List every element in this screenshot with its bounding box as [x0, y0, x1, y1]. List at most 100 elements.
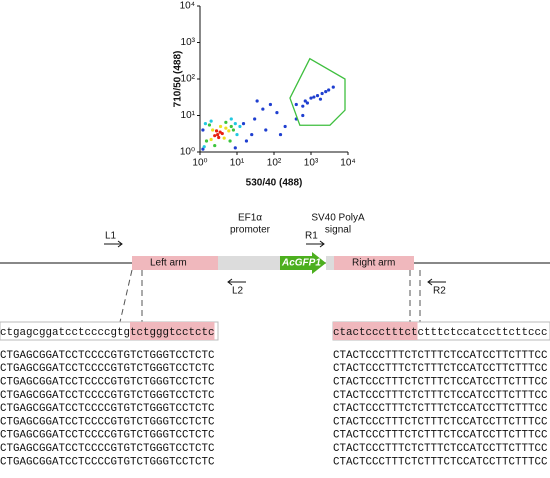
- alignment: ctgagcggatcctccccgtg tctgggtcctctc CTGAGCG…: [0, 322, 548, 468]
- point: [214, 129, 219, 133]
- promoter-box: [218, 256, 280, 270]
- read-seq: CTACTCCCTTTCTCTTTCTCCATCCTTCTTTCC: [333, 350, 548, 362]
- point: [224, 120, 228, 124]
- reference-seq: tctgggtcctctc: [130, 327, 215, 339]
- point: [241, 121, 246, 126]
- point: [220, 131, 224, 136]
- point: [244, 139, 249, 143]
- y-tick-label: 10³: [181, 37, 196, 48]
- gene-label: AcGFP1: [281, 258, 321, 269]
- read-seq: CTGAGCGGATCCTCCCCGTGTCTGGGTCCTCTC: [0, 403, 215, 415]
- construct: [0, 240, 550, 341]
- left-arm-box: [132, 256, 218, 270]
- point: [201, 128, 205, 132]
- read-seq: CTACTCCCTTTCTCTTTCTCCATCCTTCTTTCC: [333, 363, 548, 375]
- x-tick-label: 10⁰: [192, 158, 207, 169]
- point: [331, 85, 335, 89]
- point: [202, 145, 206, 149]
- point: [301, 113, 305, 118]
- read-seq: CTACTCCCTTTCTCTTTCTCCATCCTTCTTTCC: [333, 403, 548, 415]
- highlight: [130, 322, 215, 340]
- point: [250, 132, 254, 137]
- primer-label: R1: [305, 231, 318, 242]
- point: [320, 91, 324, 96]
- read-seq: CTGAGCGGATCCTCCCCGTGTCTGGGTCCTCTC: [0, 430, 215, 442]
- arm-label: Left arm: [150, 258, 187, 269]
- reference-seq: ctgagcggatcctccccgtg: [0, 327, 130, 339]
- read-seq: CTGAGCGGATCCTCCCCGTGTCTGGGTCCTCTC: [0, 443, 215, 455]
- read-seq: CTACTCCCTTTCTCTTTCTCCATCCTTCTTTCC: [333, 456, 548, 468]
- point: [312, 95, 316, 99]
- axes: [199, 6, 348, 153]
- primer-label: L1: [105, 231, 117, 242]
- point: [229, 117, 233, 121]
- point: [222, 136, 226, 140]
- read-seq: CTGAGCGGATCCTCCCCGTGTCTGGGTCCTCTC: [0, 350, 215, 362]
- point: [264, 128, 268, 132]
- read-seq: CTACTCCCTTTCTCTTTCTCCATCCTTCTTTCC: [333, 390, 548, 402]
- reference-seq: ctttctccatccttcttccc: [418, 327, 548, 339]
- read-seq: CTGAGCGGATCCTCCCCGTGTCTGGGTCCTCTC: [0, 456, 215, 468]
- y-tick-label: 10⁰: [180, 147, 195, 158]
- point: [255, 99, 259, 103]
- point: [209, 137, 213, 142]
- polya-box: [326, 256, 334, 270]
- point: [229, 124, 233, 129]
- point: [301, 104, 305, 108]
- point: [218, 124, 223, 129]
- point: [201, 147, 205, 151]
- point: [283, 124, 287, 129]
- point: [324, 90, 328, 94]
- right-arm-box: [334, 256, 414, 270]
- point: [233, 121, 237, 126]
- point: [327, 88, 331, 92]
- point: [204, 139, 209, 143]
- read-seq: CTACTCCCTTTCTCTTTCTCCATCCTTCTTTCC: [333, 443, 548, 455]
- zoom-lines: [119, 269, 421, 323]
- x-tick-label: 10¹: [230, 158, 245, 169]
- point: [216, 132, 220, 137]
- point: [217, 135, 221, 140]
- ref-frame-left: [0, 321, 219, 341]
- point: [211, 128, 215, 132]
- point: [305, 101, 310, 105]
- reference-seq: ctactccctttct: [333, 327, 418, 339]
- read-seq: CTGAGCGGATCCTCCCCGTGTCTGGGTCCTCTC: [0, 416, 215, 428]
- flow-plot: 10⁰ 10¹ 10² 10³ 10⁴ 10⁰ 10¹ 10² 10³ 10⁴ 530/40 (48…: [173, 1, 356, 189]
- primer-label: L2: [232, 286, 244, 297]
- promoter-label: promoter: [230, 225, 271, 236]
- point: [213, 143, 217, 148]
- read-seq: CTACTCCCTTTCTCTTTCTCCATCCTTCTTTCC: [333, 416, 548, 428]
- point: [228, 139, 232, 143]
- gene-arrow: [280, 252, 326, 274]
- point: [213, 134, 217, 138]
- point: [278, 132, 283, 137]
- read-seq: CTACTCCCTTTCTCTTTCTCCATCCTTCTTTCC: [333, 376, 548, 388]
- point: [268, 102, 273, 107]
- y-tick-label: 10⁴: [180, 1, 195, 12]
- point: [238, 124, 242, 129]
- x-tick-label: 10⁴: [340, 158, 355, 169]
- x-axis-label: 530/40 (488): [246, 178, 303, 189]
- x-tick-label: 10²: [267, 158, 282, 169]
- read-seq: CTGAGCGGATCCTCCCCGTGTCTGGGTCCTCTC: [0, 376, 215, 388]
- point: [261, 107, 265, 111]
- x-tick-label: 10³: [304, 158, 319, 169]
- point: [233, 146, 237, 150]
- point: [235, 132, 239, 137]
- y-tick-label: 10²: [181, 74, 196, 85]
- point: [309, 96, 313, 100]
- read-seq: CTACTCCCTTTCTCTTTCTCCATCCTTCTTTCC: [333, 430, 548, 442]
- point: [207, 123, 212, 127]
- promoter-label: EF1α: [238, 213, 262, 224]
- point: [315, 94, 320, 98]
- primer-arrows: [104, 240, 446, 286]
- point: [318, 97, 323, 101]
- polya-label: signal: [325, 225, 351, 236]
- point: [303, 99, 307, 103]
- point: [203, 121, 208, 126]
- primer-label: R2: [433, 286, 446, 297]
- gate: [289, 57, 346, 126]
- polya-label: SV40 PolyA: [311, 213, 365, 224]
